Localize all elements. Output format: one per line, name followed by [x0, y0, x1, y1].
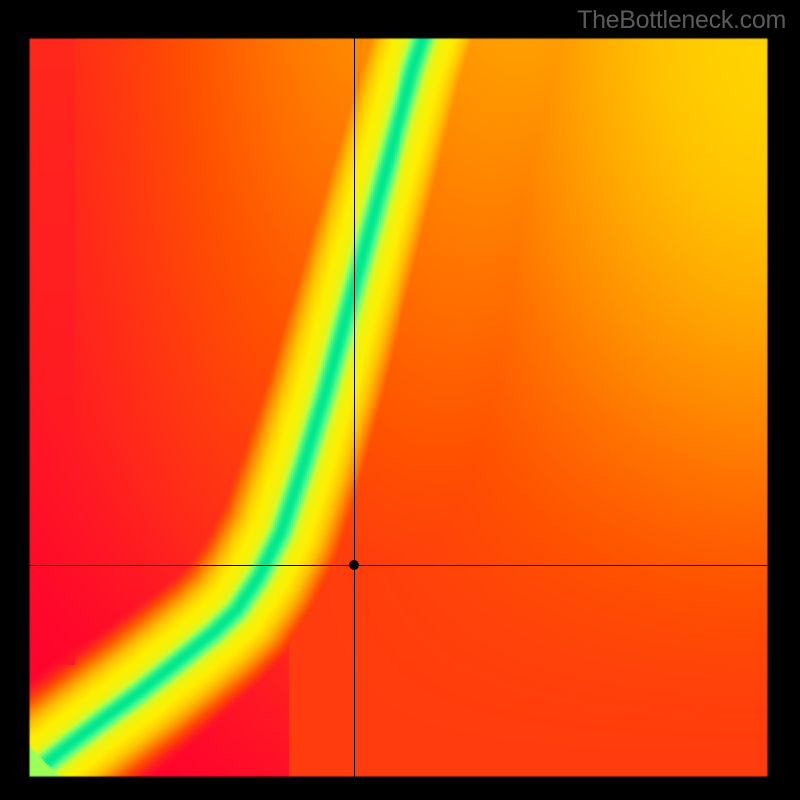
crosshair-vertical: [354, 38, 355, 777]
root: TheBottleneck.com: [0, 0, 800, 800]
watermark-text: TheBottleneck.com: [577, 6, 786, 35]
crosshair-marker: [349, 560, 359, 570]
heatmap-canvas: [0, 0, 800, 800]
crosshair-horizontal: [29, 565, 768, 566]
